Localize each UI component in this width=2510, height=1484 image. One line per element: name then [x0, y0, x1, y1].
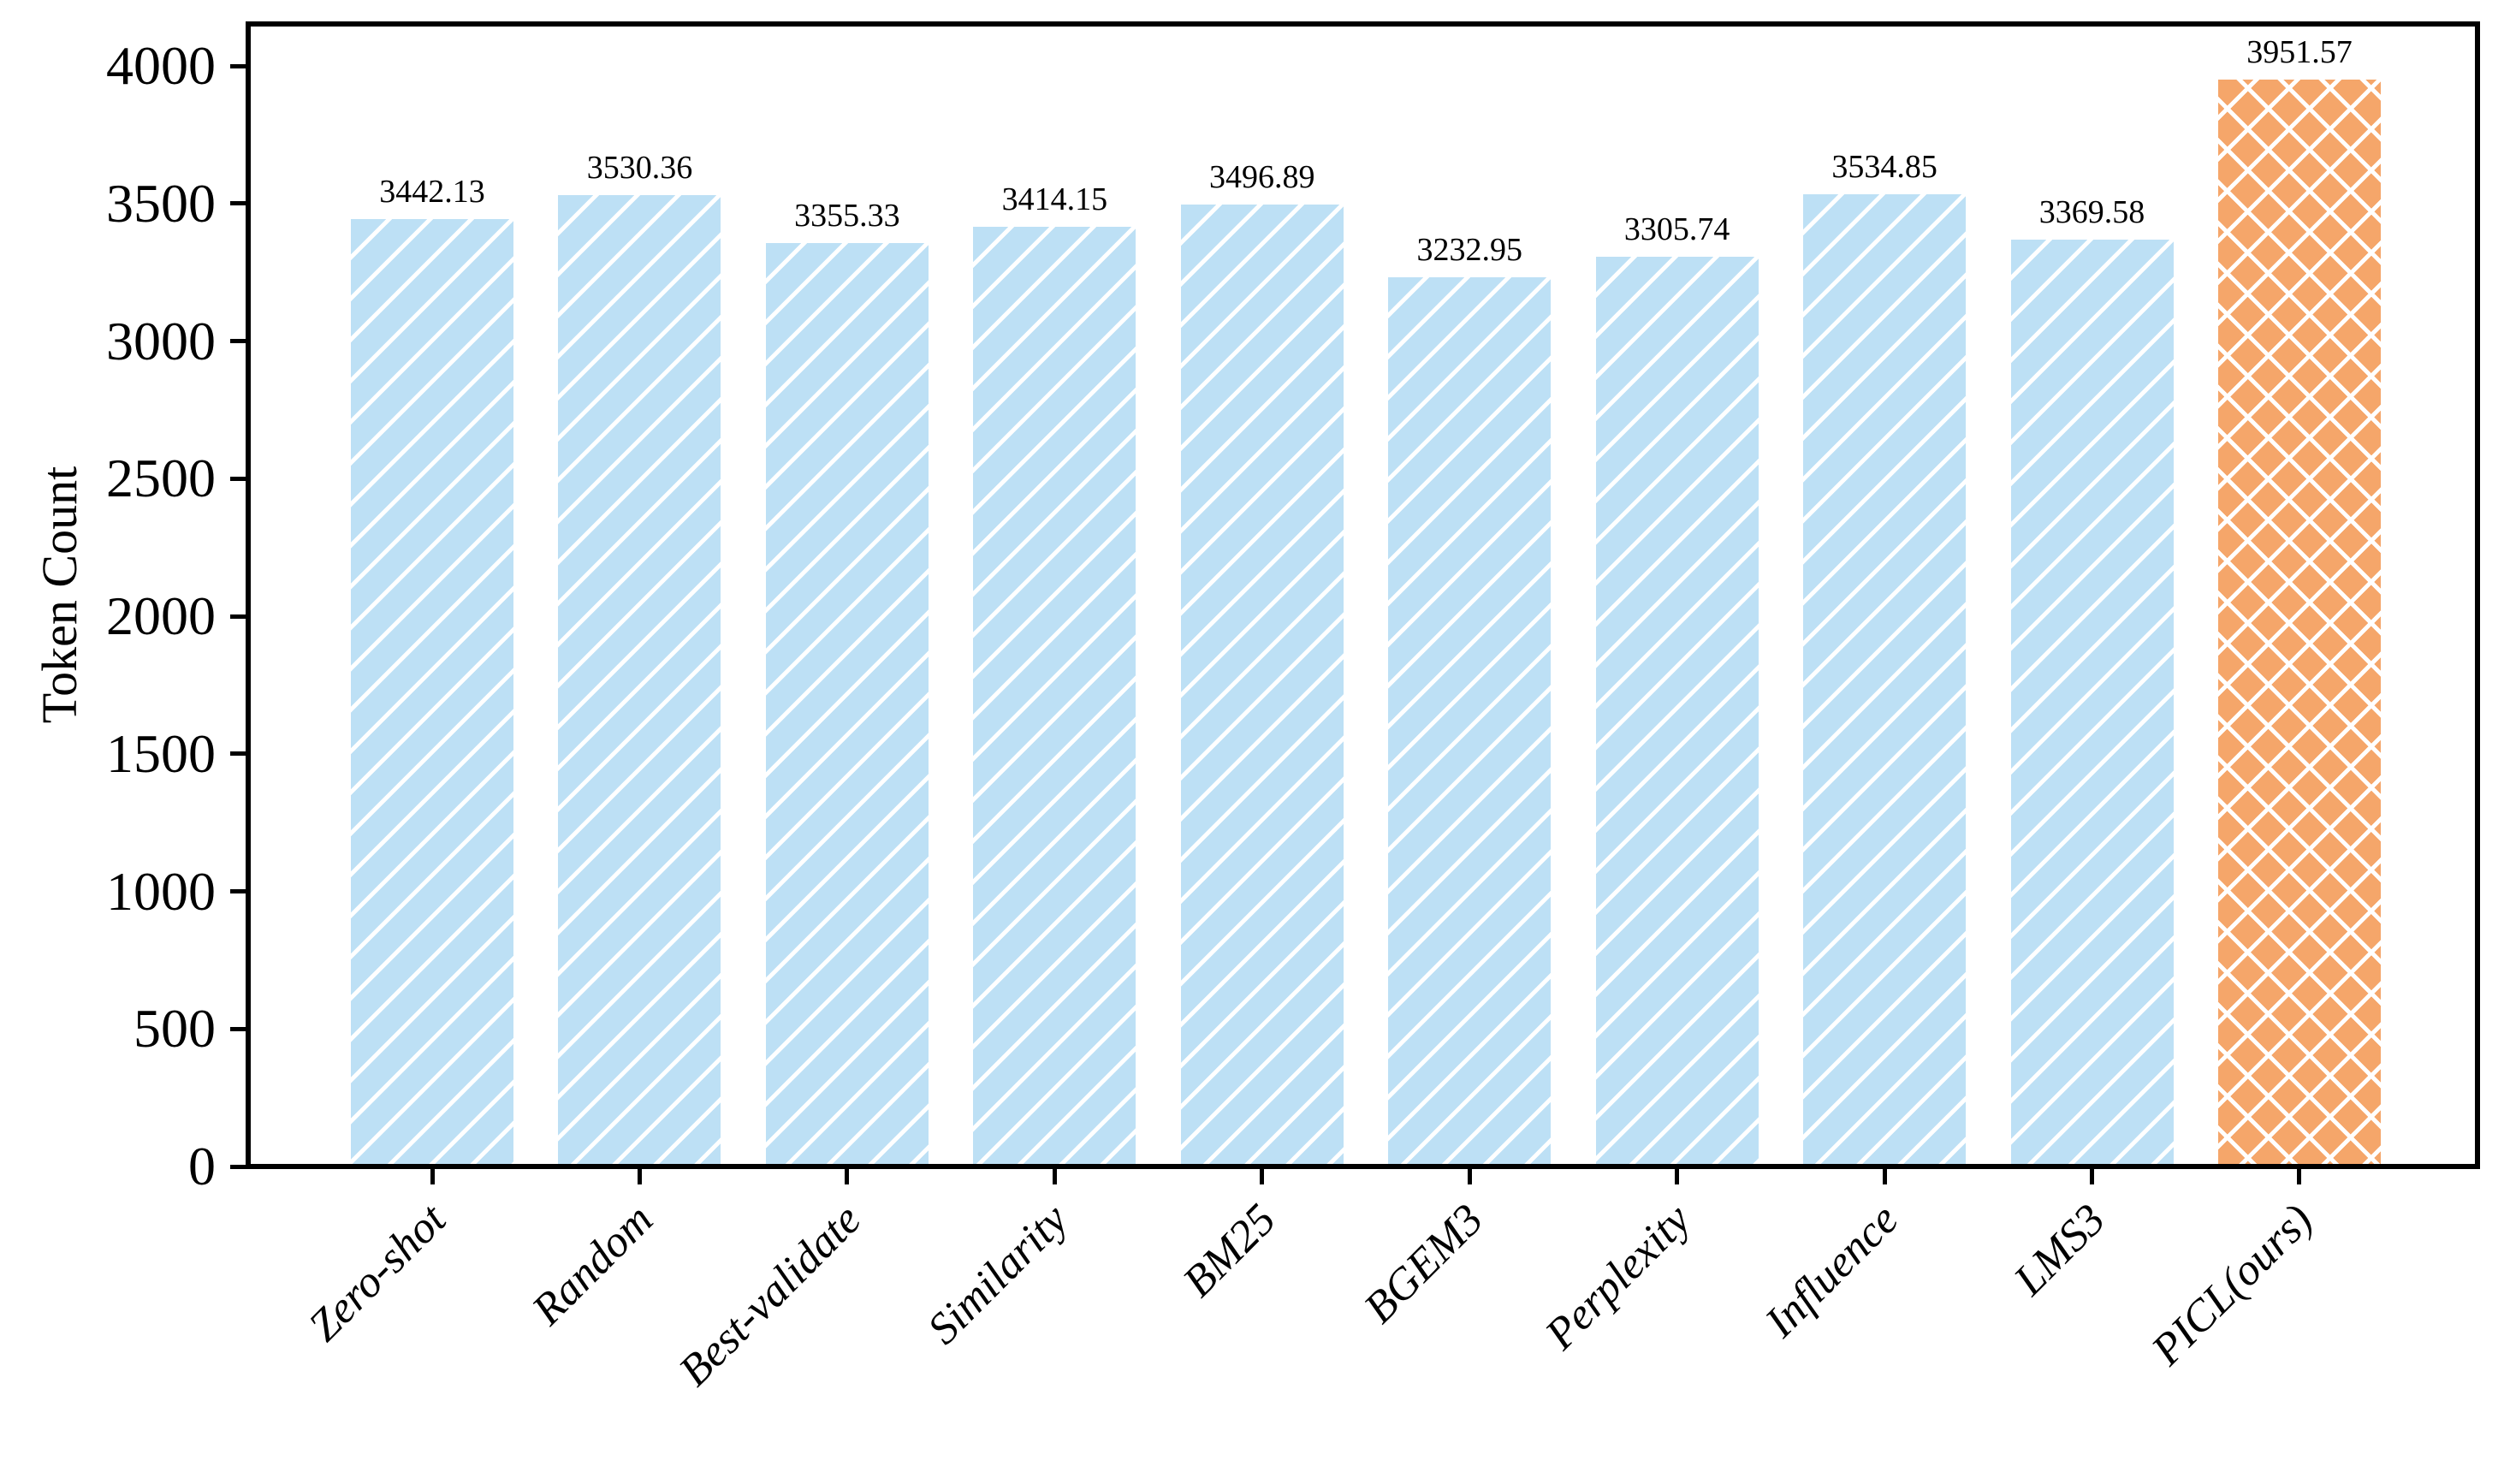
x-tick-mark	[1882, 1169, 1887, 1184]
y-tick-mark	[230, 339, 246, 343]
x-tick-label: Influence	[1755, 1195, 1908, 1347]
bar-BM25	[1180, 204, 1344, 1166]
y-tick-mark	[230, 201, 246, 206]
bar-Random	[558, 194, 721, 1166]
x-tick-label: Random	[523, 1195, 663, 1335]
bar-value-label: 3305.74	[1623, 211, 1730, 248]
x-tick-mark	[845, 1169, 850, 1184]
bar-value-label: 3951.57	[2246, 33, 2353, 70]
y-tick-label: 1500	[106, 722, 216, 784]
x-tick-mark	[637, 1169, 642, 1184]
bar-BGEM3	[1388, 276, 1552, 1166]
x-tick-mark	[430, 1169, 435, 1184]
y-tick-mark	[230, 1164, 246, 1169]
x-tick-mark	[2297, 1169, 2302, 1184]
x-tick-label: Best-validate	[669, 1195, 870, 1396]
y-tick-mark	[230, 614, 246, 619]
bar-value-label: 3442.13	[379, 174, 485, 211]
x-tick-mark	[1675, 1169, 1680, 1184]
y-tick-label: 2500	[106, 448, 216, 509]
bar-PICL(ours)	[2217, 79, 2381, 1166]
y-tick-label: 4000	[106, 35, 216, 96]
y-tick-label: 3000	[106, 310, 216, 371]
y-tick-label: 500	[134, 998, 216, 1060]
x-tick-mark	[2090, 1169, 2095, 1184]
y-tick-label: 1000	[106, 860, 216, 922]
bar-Zero-shot	[351, 219, 513, 1166]
x-tick-mark	[1260, 1169, 1265, 1184]
y-tick-mark	[230, 1026, 246, 1031]
x-tick-label: BGEM3	[1355, 1195, 1492, 1333]
y-tick-mark	[230, 889, 246, 893]
bar-value-label: 3496.89	[1209, 158, 1315, 195]
x-tick-label: Zero-shot	[299, 1195, 455, 1351]
bar-value-label: 3534.85	[1831, 148, 1937, 185]
x-tick-label: PICL(ours)	[2142, 1195, 2323, 1375]
bar-Best-validate	[765, 243, 929, 1166]
y-tick-label: 2000	[106, 585, 216, 646]
y-tick-mark	[230, 751, 246, 757]
x-tick-label: BM25	[1173, 1195, 1285, 1307]
x-tick-mark	[1052, 1169, 1057, 1184]
y-axis-title: Token Count	[32, 466, 87, 724]
y-tick-label: 0	[188, 1136, 216, 1196]
x-tick-mark	[1467, 1169, 1472, 1184]
x-tick-label: Similarity	[918, 1195, 1078, 1354]
bar-value-label: 3414.15	[1001, 181, 1108, 218]
bar-Perplexity	[1595, 257, 1759, 1166]
x-tick-label: LMS3	[2005, 1195, 2115, 1305]
y-tick-mark	[230, 476, 246, 481]
y-tick-mark	[230, 63, 246, 68]
bar-value-label: 3232.95	[1416, 231, 1522, 268]
bar-value-label: 3355.33	[794, 198, 900, 234]
bar-Influence	[1803, 193, 1967, 1166]
bar-Similarity	[973, 227, 1136, 1166]
bar-LMS3	[2010, 239, 2174, 1166]
bar-value-label: 3369.58	[2038, 193, 2145, 230]
x-tick-label: Perplexity	[1535, 1195, 1700, 1359]
bar-value-label: 3530.36	[586, 149, 693, 186]
y-tick-label: 3500	[106, 172, 216, 234]
